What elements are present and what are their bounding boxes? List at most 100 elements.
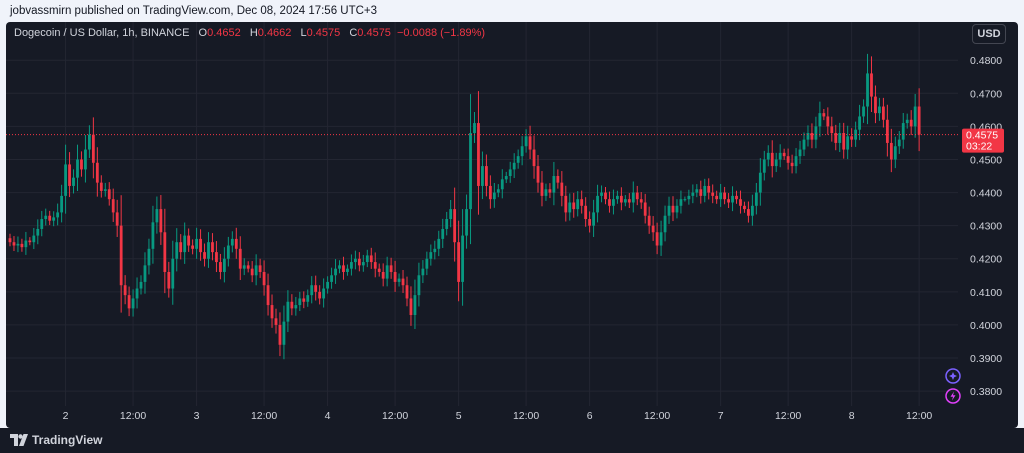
candle-body	[600, 192, 603, 196]
chart-frame[interactable]: 0.4800 0.4700 0.4600 0.4500 0.4400 0.4300 0.42…	[6, 22, 1018, 428]
candle-body	[806, 133, 810, 140]
candle-body	[306, 295, 310, 302]
candle-body	[48, 215, 52, 221]
candle-body	[862, 106, 865, 117]
candle-body	[357, 258, 361, 266]
candle-body	[36, 228, 40, 236]
candle-body	[719, 192, 723, 200]
time-tick-label: 12:00	[906, 410, 932, 422]
candle-body	[643, 202, 647, 216]
price-tick-label: 0.4300	[970, 221, 1002, 233]
candle-body	[750, 205, 754, 216]
candle-body	[131, 298, 135, 309]
candle-body	[342, 265, 345, 272]
candle-body	[504, 176, 508, 180]
candle-body	[647, 215, 651, 226]
candle-body	[830, 126, 834, 133]
candle-body	[230, 238, 234, 246]
candle-body	[115, 212, 119, 226]
candlestick-chart[interactable]: 0.48000.47000.46000.45000.44000.43000.42…	[6, 22, 1018, 428]
candle-body	[445, 219, 449, 229]
candle-body	[401, 278, 405, 286]
candle-body	[465, 209, 468, 236]
candle-body	[604, 192, 607, 200]
time-tick-label: 12:00	[120, 410, 146, 422]
currency-button[interactable]: USD	[972, 24, 1006, 44]
candle-body	[421, 268, 425, 276]
time-tick-label: 4	[325, 410, 331, 422]
candle-body	[711, 192, 715, 196]
candle-body	[675, 205, 679, 213]
candle-body	[913, 106, 917, 127]
candle-body	[88, 134, 91, 150]
candle-body	[365, 255, 369, 263]
candle-body	[715, 195, 719, 200]
price-tag-price: 0.4575	[966, 130, 998, 142]
time-tick-label: 8	[849, 410, 855, 422]
candle-body	[560, 182, 564, 196]
price-tag-background	[962, 128, 1004, 153]
candle-body	[377, 268, 381, 272]
candle-body	[203, 252, 206, 259]
close-label: C	[349, 27, 358, 39]
candle-body	[405, 285, 409, 299]
candle-body	[870, 73, 873, 97]
candle-body	[111, 199, 115, 213]
candle-body	[441, 228, 445, 239]
price-tick-label: 0.4000	[970, 320, 1002, 332]
candle-body	[572, 202, 576, 210]
candle-body	[353, 258, 357, 263]
candle-body	[524, 136, 528, 147]
time-tick-label: 2	[63, 410, 69, 422]
add-indicator-icon[interactable]	[945, 368, 961, 384]
price-tag-countdown: 03:22	[966, 141, 992, 153]
candle-body	[687, 195, 691, 200]
tradingview-logo[interactable]: TradingView	[10, 433, 102, 447]
candle-body	[346, 268, 349, 272]
candle-body	[635, 192, 639, 200]
price-tick-label: 0.4500	[970, 154, 1002, 166]
candle-body	[167, 271, 171, 289]
candle-body	[238, 248, 242, 269]
candle-body	[802, 139, 806, 150]
candle-body	[878, 106, 881, 114]
candle-body	[481, 166, 484, 186]
candle-body	[758, 172, 762, 193]
candle-body	[373, 262, 377, 269]
candle-body	[282, 321, 286, 345]
open-label: O	[198, 27, 208, 39]
candle-body	[385, 265, 389, 279]
candle-body	[754, 192, 758, 206]
candle-body	[874, 96, 877, 114]
tradingview-logo-icon	[10, 434, 28, 446]
candle-body	[770, 152, 774, 167]
price-tick-label: 0.4100	[970, 287, 1002, 299]
candle-body	[44, 215, 48, 220]
candle-body	[219, 262, 222, 272]
candle-body	[695, 189, 699, 193]
candle-body	[266, 285, 270, 306]
price-tick-label: 0.4700	[970, 88, 1002, 100]
candle-body	[40, 219, 44, 229]
candle-body	[469, 133, 472, 210]
candle-body	[8, 238, 12, 243]
candle-body	[671, 205, 675, 213]
candle-body	[651, 225, 655, 233]
candle-body	[338, 265, 341, 269]
candle-body	[274, 318, 278, 325]
time-tick-label: 12:00	[775, 410, 801, 422]
candle-body	[127, 295, 131, 309]
candle-body	[786, 156, 790, 163]
candle-body	[457, 242, 461, 282]
lightning-icon[interactable]	[945, 388, 961, 404]
candle-body	[810, 133, 814, 140]
candle-body	[250, 268, 254, 276]
candle-body	[258, 265, 262, 272]
candle-body	[778, 152, 782, 160]
candle-body	[838, 133, 842, 143]
candle-body	[409, 298, 413, 315]
candle-body	[723, 192, 726, 200]
candle-body	[262, 271, 266, 286]
candle-body	[330, 275, 333, 282]
candle-body	[727, 199, 730, 203]
